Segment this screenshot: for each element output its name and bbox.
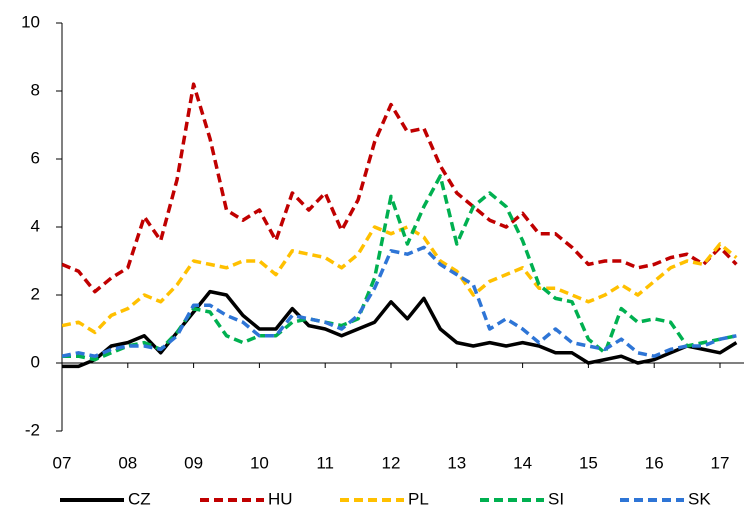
x-tick-label: 08 [118,453,137,472]
x-tick-label: 14 [513,453,532,472]
y-tick-label: 8 [31,80,40,99]
y-tick-label: 0 [31,352,40,371]
series-line [62,225,738,335]
x-tick-label: 16 [645,453,664,472]
x-tick-label: 09 [184,453,203,472]
x-tick-label: 12 [382,453,401,472]
series-line [62,82,738,294]
x-tick-label: 17 [711,453,730,472]
y-tick-label: -2 [25,420,40,439]
y-tick-label: 2 [31,284,40,303]
x-tick-label: 11 [316,453,334,472]
y-tick-label: 4 [31,216,40,235]
legend-label: HU [268,489,293,508]
legend: CZ HU PL SI SK [60,489,711,508]
x-tick-label: 15 [579,453,598,472]
x-tick-label: 07 [53,453,72,472]
y-tick-label: 6 [31,148,40,167]
x-tick-label: 10 [250,453,269,472]
legend-label: SI [548,489,564,508]
axes: -2 0 2 4 6 8 10 07 08 09 10 11 12 13 14 15 16 17 [21,12,744,472]
legend-label: PL [408,489,429,508]
x-tick-label: 13 [447,453,466,472]
legend-label: SK [688,489,711,508]
legend-label: CZ [128,489,151,508]
series-line [62,245,737,358]
series-line [62,289,738,369]
series-line [62,174,737,362]
y-tick-label: 10 [21,12,40,31]
plot-area [62,82,738,369]
